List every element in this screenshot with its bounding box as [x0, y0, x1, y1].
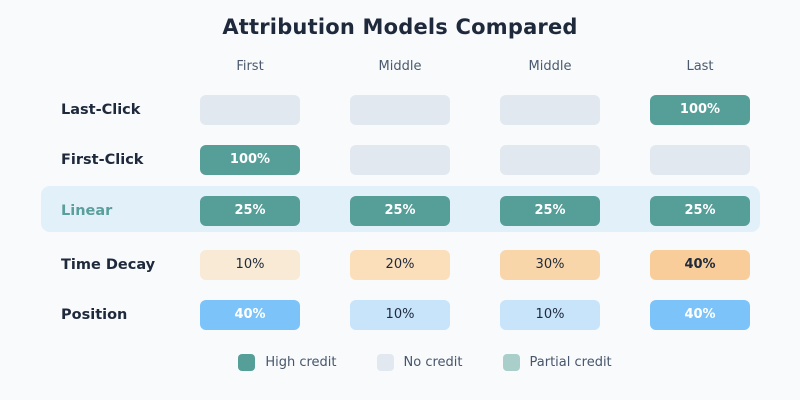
credit-cell: 10% [350, 300, 450, 330]
no-credit-swatch-icon [376, 354, 394, 371]
row-last-click: Last-Click 100% [61, 95, 750, 125]
row-position: Position 40% 10% 10% 40% [61, 300, 750, 330]
column-header-row: First Middle Middle Last [61, 58, 750, 74]
credit-cell [500, 95, 600, 125]
legend-label: No credit [403, 355, 463, 370]
row-label: Position [61, 307, 128, 323]
credit-cell: 25% [200, 196, 300, 226]
credit-cell: 40% [650, 300, 750, 330]
credit-cell: 25% [500, 196, 600, 226]
row-label: First-Click [61, 152, 144, 168]
credit-cell: 30% [500, 250, 600, 280]
credit-cell [200, 95, 300, 125]
credit-cell: 10% [500, 300, 600, 330]
row-first-click: First-Click 100% [61, 145, 750, 175]
row-label: Time Decay [61, 257, 156, 273]
credit-cell [350, 95, 450, 125]
row-linear: Linear 25% 25% 25% 25% [61, 196, 750, 226]
column-header-first: First [236, 58, 264, 74]
legend-item-partial-credit: Partial credit [502, 354, 612, 371]
credit-cell [500, 145, 600, 175]
legend-label: Partial credit [529, 355, 612, 370]
credit-cell: 100% [200, 145, 300, 175]
high-credit-swatch-icon [238, 354, 256, 371]
credit-cell: 100% [650, 95, 750, 125]
credit-cell: 40% [200, 300, 300, 330]
column-header-middle-1: Middle [378, 58, 422, 74]
credit-cell [650, 145, 750, 175]
row-time-decay: Time Decay 10% 20% 30% 40% [61, 250, 750, 280]
credit-cell: 40% [650, 250, 750, 280]
credit-cell [350, 145, 450, 175]
column-header-middle-2: Middle [528, 58, 572, 74]
partial-credit-swatch-icon [502, 354, 520, 371]
column-header-last: Last [686, 58, 714, 74]
credit-cell: 25% [650, 196, 750, 226]
row-label: Linear [61, 203, 113, 219]
legend-item-high-credit: High credit [238, 354, 337, 371]
credit-cell: 10% [200, 250, 300, 280]
row-label: Last-Click [61, 102, 141, 118]
legend: High credit No credit Partial credit [0, 354, 800, 371]
legend-item-no-credit: No credit [376, 354, 463, 371]
chart-title: Attribution Models Compared [222, 15, 578, 39]
legend-label: High credit [265, 355, 337, 370]
credit-cell: 20% [350, 250, 450, 280]
credit-cell: 25% [350, 196, 450, 226]
